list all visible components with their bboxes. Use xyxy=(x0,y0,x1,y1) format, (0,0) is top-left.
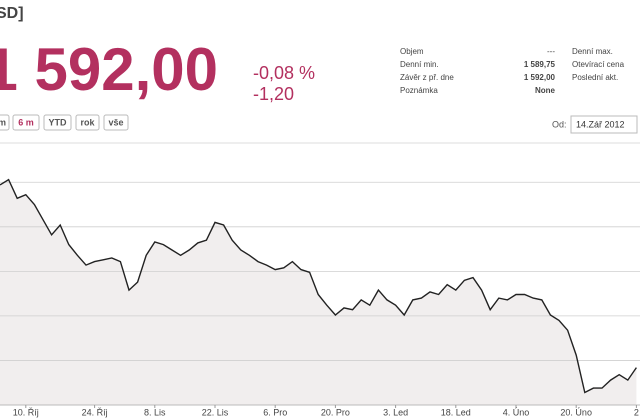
range-button[interactable]: YTD xyxy=(43,114,72,131)
x-tick-label: 24. Říj xyxy=(82,407,108,417)
change-pct: -0,08 % xyxy=(253,63,315,83)
x-tick-label: 18. Led xyxy=(441,407,471,417)
stat-label: Objem xyxy=(400,47,424,56)
stat-value: 1 592,00 xyxy=(524,73,556,82)
price-line xyxy=(0,178,637,394)
date-input[interactable]: 14.Zář 2012 xyxy=(570,115,638,134)
x-tick-label: 4. Úno xyxy=(503,407,530,417)
change-abs: -1,20 xyxy=(253,84,294,104)
x-tick-label: 8. Lis xyxy=(144,407,166,417)
button-label: vše xyxy=(108,117,123,127)
button-label: 6 m xyxy=(18,117,34,127)
stat-label: Poznámka xyxy=(400,86,438,95)
range-button[interactable]: 6 m xyxy=(12,114,40,131)
x-tick-label: 6. Pro xyxy=(263,407,287,417)
x-tick-label: 10. Říj xyxy=(13,407,39,417)
range-button[interactable]: vše xyxy=(103,114,129,131)
area xyxy=(0,179,637,405)
stat-label: Otevírací cena xyxy=(572,60,625,69)
stat-label: Denní max. xyxy=(572,47,613,56)
date-value: 14.Zář 2012 xyxy=(576,119,625,129)
stat-label: Poslední akt. xyxy=(572,73,618,82)
button-label: m xyxy=(0,117,6,127)
x-tick-label: 2 xyxy=(634,407,639,417)
title-fragment: SD] xyxy=(0,5,24,22)
stat-value: 1 589,75 xyxy=(524,60,556,69)
stat-value: --- xyxy=(547,47,555,56)
stat-label: Denní min. xyxy=(400,60,439,69)
stat-value: None xyxy=(535,86,556,95)
x-tick-label: 3. Led xyxy=(383,407,408,417)
price: 1 592,00 xyxy=(0,36,218,103)
x-tick-label: 20. Pro xyxy=(321,407,350,417)
from-label: Od: xyxy=(552,119,567,129)
button-label: rok xyxy=(80,117,95,127)
button-label: YTD xyxy=(49,117,68,127)
x-tick-label: 20. Úno xyxy=(560,407,592,417)
range-button[interactable]: rok xyxy=(75,114,100,131)
x-tick-label: 22. Lis xyxy=(202,407,229,417)
range-button[interactable]: m xyxy=(0,114,10,131)
stat-label: Závěr z př. dne xyxy=(400,73,454,82)
